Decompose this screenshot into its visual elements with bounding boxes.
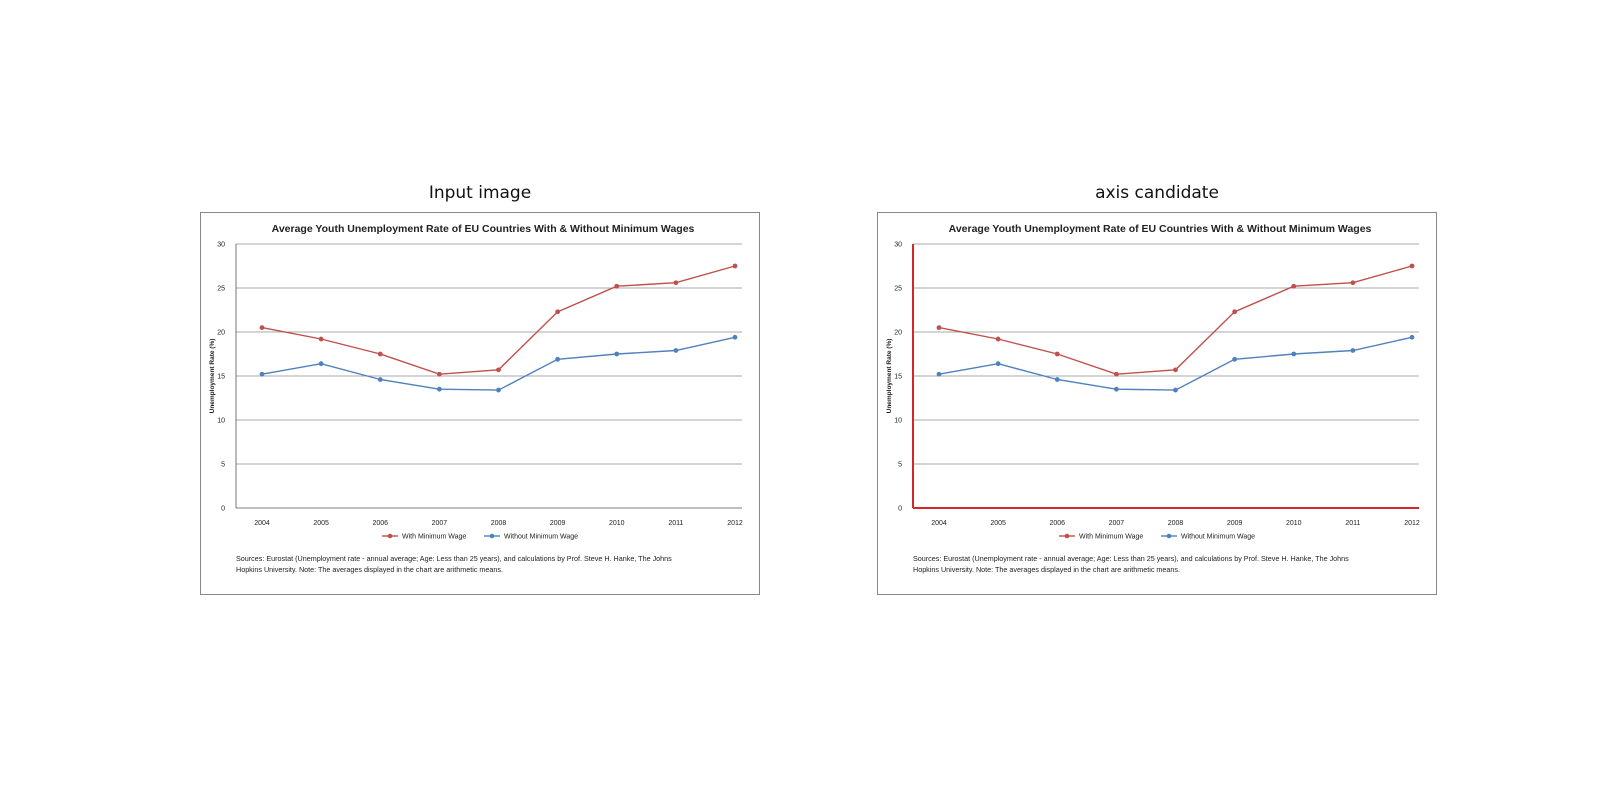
- y-tick-label: 25: [217, 286, 225, 293]
- series-line-without-minimum-wage: [938, 336, 1413, 391]
- data-point-without: [936, 371, 942, 377]
- x-tick-label: 2007: [1109, 520, 1125, 527]
- y-tick-label: 20: [894, 330, 902, 337]
- data-point-with: [1113, 371, 1119, 377]
- data-point-without: [1173, 387, 1178, 393]
- data-point-with: [377, 351, 383, 357]
- data-point-with: [1232, 309, 1238, 315]
- x-tick-label: 2008: [1168, 520, 1184, 527]
- y-tick-label: 10: [217, 418, 225, 425]
- data-point-with: [496, 367, 501, 373]
- y-tick-label: 15: [217, 374, 225, 381]
- legend-label: With Minimum Wage: [402, 534, 466, 541]
- legend-swatch-marker: [387, 533, 393, 539]
- data-point-without: [555, 356, 561, 362]
- data-point-with: [555, 309, 561, 315]
- x-tick-label: 2012: [1404, 520, 1420, 527]
- x-tick-label: 2007: [432, 520, 448, 527]
- data-point-without: [1054, 377, 1060, 382]
- data-point-with: [614, 283, 620, 289]
- x-tick-label: 2009: [1227, 520, 1243, 527]
- y-tick-label: 30: [217, 242, 225, 249]
- data-point-with: [995, 336, 1001, 342]
- data-point-without: [1350, 348, 1356, 353]
- series-line-without-minimum-wage: [261, 336, 736, 391]
- y-tick-label: 5: [898, 462, 902, 469]
- y-tick-label: 10: [894, 418, 902, 425]
- legend-swatch-marker: [1166, 533, 1172, 539]
- data-point-with: [673, 280, 679, 286]
- source-note-line: Sources: Eurostat (Unemployment rate - a…: [913, 554, 1349, 563]
- x-tick-label: 2011: [1345, 520, 1360, 527]
- x-tick-label: 2004: [254, 520, 270, 527]
- data-point-with: [1054, 351, 1060, 357]
- panel-caption-input: Input image: [428, 183, 532, 203]
- x-tick-label: 2005: [990, 520, 1006, 527]
- data-point-without: [377, 377, 383, 382]
- data-point-with: [732, 263, 738, 269]
- legend-label: Without Minimum Wage: [1181, 534, 1255, 541]
- data-point-without: [995, 361, 1001, 367]
- legend-swatch-marker: [1064, 533, 1070, 539]
- chart-title: Average Youth Unemployment Rate of EU Co…: [272, 223, 695, 235]
- data-point-without: [1409, 334, 1415, 340]
- source-note-line: Hopkins University. Note: The averages d…: [236, 565, 503, 574]
- x-tick-label: 2010: [609, 520, 625, 527]
- data-point-without: [1232, 356, 1238, 362]
- data-point-without: [436, 386, 442, 392]
- chart-panel-axis-candidate: Average Youth Unemployment Rate of EU Co…: [877, 212, 1437, 595]
- data-point-with: [318, 336, 324, 342]
- y-tick-label: 20: [217, 330, 225, 337]
- data-point-without: [259, 371, 265, 377]
- data-point-with: [1350, 280, 1356, 286]
- line-chart-axis-candidate: Average Youth Unemployment Rate of EU Co…: [886, 223, 1420, 574]
- x-tick-label: 2010: [1286, 520, 1302, 527]
- chart-panel-input: Average Youth Unemployment Rate of EU Co…: [200, 212, 760, 595]
- panel-caption-axis-candidate: axis candidate: [1095, 183, 1219, 203]
- x-tick-label: 2004: [931, 520, 947, 527]
- y-tick-label: 30: [894, 242, 902, 249]
- x-tick-label: 2006: [372, 520, 388, 527]
- data-point-with: [1409, 263, 1415, 269]
- legend-label: Without Minimum Wage: [504, 534, 578, 541]
- line-chart-input: Average Youth Unemployment Rate of EU Co…: [209, 223, 743, 574]
- chart-title: Average Youth Unemployment Rate of EU Co…: [949, 223, 1372, 235]
- data-point-with: [436, 371, 442, 377]
- x-tick-label: 2011: [668, 520, 683, 527]
- data-point-with: [936, 325, 942, 330]
- x-tick-label: 2005: [313, 520, 329, 527]
- x-tick-label: 2008: [491, 520, 507, 527]
- source-note-line: Sources: Eurostat (Unemployment rate - a…: [236, 554, 672, 563]
- data-point-with: [1291, 283, 1297, 289]
- data-point-without: [1291, 351, 1297, 357]
- series-line-with-minimum-wage: [938, 265, 1413, 375]
- data-point-without: [614, 351, 620, 357]
- x-tick-label: 2012: [727, 520, 743, 527]
- data-point-without: [496, 387, 501, 393]
- series-line-with-minimum-wage: [261, 265, 736, 375]
- y-axis-label: Unemployment Rate (%): [209, 339, 216, 414]
- legend-label: With Minimum Wage: [1079, 534, 1143, 541]
- y-axis-label: Unemployment Rate (%): [886, 339, 893, 414]
- data-point-without: [1113, 386, 1119, 392]
- data-point-without: [318, 361, 324, 367]
- y-tick-label: 0: [221, 506, 225, 513]
- y-tick-label: 0: [898, 506, 902, 513]
- x-tick-label: 2009: [550, 520, 566, 527]
- y-tick-label: 25: [894, 286, 902, 293]
- data-point-with: [1173, 367, 1178, 373]
- data-point-with: [259, 325, 265, 330]
- x-tick-label: 2006: [1049, 520, 1065, 527]
- source-note-line: Hopkins University. Note: The averages d…: [913, 565, 1180, 574]
- y-tick-label: 5: [221, 462, 225, 469]
- y-tick-label: 15: [894, 374, 902, 381]
- data-point-without: [732, 334, 738, 340]
- data-point-without: [673, 348, 679, 353]
- legend-swatch-marker: [489, 533, 495, 539]
